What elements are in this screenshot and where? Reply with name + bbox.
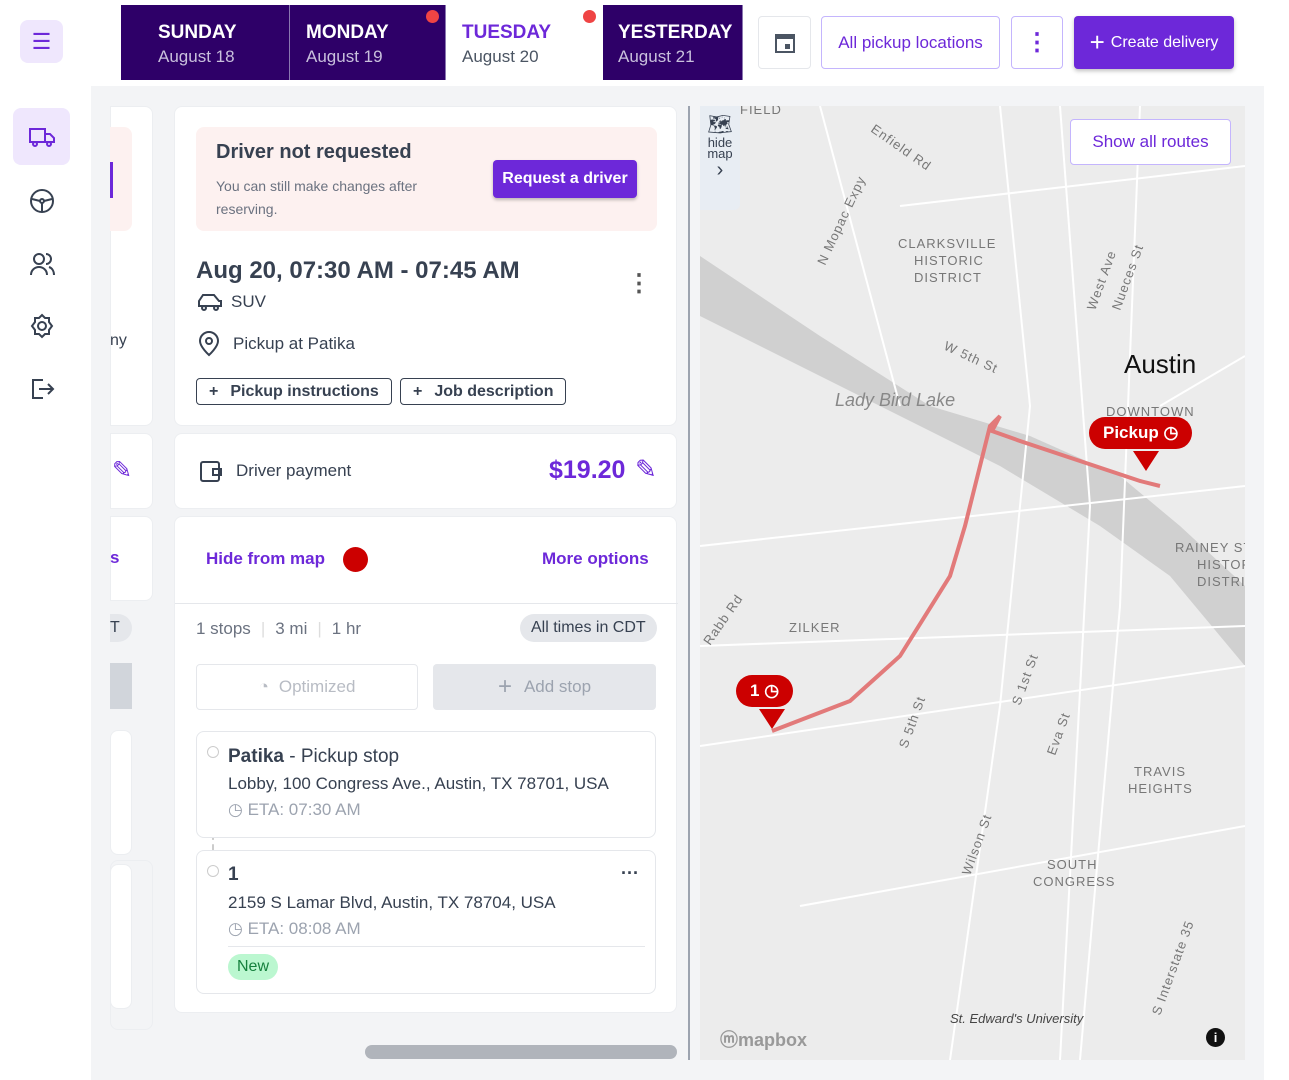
create-delivery-button[interactable]: + Create delivery [1074, 16, 1234, 69]
truck-icon [28, 127, 55, 147]
car-icon [198, 294, 222, 311]
info-icon[interactable]: i [1206, 1028, 1225, 1047]
plus-icon: + [1089, 27, 1105, 57]
gauge-icon: ◔ [258, 677, 269, 696]
job-description-button[interactable]: + Job description [400, 378, 567, 405]
map-label: DOWNTOWN [1106, 404, 1195, 419]
map[interactable]: FIELD Enfield Rd N Mopac Expy CLARKSVILLE HI… [700, 106, 1245, 1060]
nav-users[interactable] [13, 235, 70, 292]
plus-icon: + [209, 382, 219, 400]
logout-icon [31, 378, 54, 399]
clock-icon: ◷ [228, 919, 248, 938]
plus-icon: + [497, 673, 512, 700]
map-label: Lady Bird Lake [835, 390, 955, 410]
map-label: ZILKER [789, 620, 841, 635]
clock-icon: ◷ [228, 800, 248, 819]
map-label: Enfield Rd [868, 121, 934, 173]
map-label: RAINEY ST [1175, 540, 1245, 555]
more-menu-button[interactable]: ⋮ [1011, 16, 1063, 69]
nav-deliveries[interactable] [13, 108, 70, 165]
map-label: W 5th St [942, 338, 1001, 376]
edit-icon[interactable]: ✎ [112, 457, 133, 484]
stop-item[interactable]: 1 ··· 2159 S Lamar Blvd, Austin, TX 7870… [196, 850, 656, 994]
map-label: DISTRI [1197, 574, 1245, 589]
day-tab-tuesday[interactable]: TUESDAY August 20 [446, 5, 603, 80]
map-label: S 1st St [1009, 652, 1041, 707]
map-label: St. Edward's University [950, 1011, 1085, 1026]
gear-icon [30, 313, 53, 338]
hamburger-icon: ☰ [31, 28, 52, 54]
map-label: FIELD [740, 106, 782, 117]
edit-payment-icon[interactable]: ✎ [635, 454, 657, 484]
map-label: HEIGHTS [1128, 781, 1193, 796]
driver-alert: Driver not requested You can still make … [196, 127, 657, 231]
notification-dot [583, 10, 596, 23]
map-label: HISTOR [1197, 557, 1245, 572]
nav-settings[interactable] [13, 297, 70, 354]
wallet-icon [200, 461, 222, 482]
location-pin-icon [198, 331, 220, 357]
chevron-right-icon: › [716, 159, 724, 181]
add-stop-button[interactable]: + Add stop [433, 664, 656, 710]
nav-drivers[interactable] [13, 172, 70, 229]
pickup-locations-dropdown[interactable]: All pickup locations [821, 16, 1000, 69]
calendar-icon [774, 33, 795, 53]
map-label: HISTORIC [914, 253, 984, 268]
nav-logout[interactable] [13, 360, 70, 417]
map-icon: 🗺 [707, 114, 733, 136]
map-label: S Interstate 35 [1149, 918, 1197, 1017]
map-label: TRAVIS [1134, 764, 1186, 779]
stop-marker[interactable]: 1 ◷ [736, 675, 794, 707]
show-all-routes-button[interactable]: Show all routes [1070, 119, 1231, 165]
stop-menu-button[interactable]: ··· [621, 863, 639, 883]
day-tab-yesterday[interactable]: YESTERDAY August 21 [603, 5, 743, 80]
optimized-button[interactable]: ◔ Optimized [196, 664, 418, 710]
hide-map-button[interactable]: 🗺 hide map › [700, 106, 740, 210]
users-icon [29, 252, 55, 275]
job-card: Driver not requested You can still make … [174, 106, 677, 426]
map-label: SOUTH [1047, 857, 1098, 872]
job-menu-button[interactable]: ⋮ [627, 270, 651, 297]
mapbox-logo: ⓜmapbox [720, 1030, 808, 1050]
map-label: Rabb Rd [700, 591, 746, 647]
kebab-icon: ⋮ [1025, 29, 1049, 56]
day-tab-monday[interactable]: MONDAY August 19 [290, 5, 446, 80]
stop-item[interactable]: Patika - Pickup stop Lobby, 100 Congress… [196, 731, 656, 838]
status-badge: New [228, 954, 279, 980]
notification-dot [426, 10, 439, 23]
pickup-marker[interactable]: Pickup ◷ [1089, 417, 1193, 449]
map-label: S 5th St [896, 694, 929, 750]
request-driver-button[interactable]: Request a driver [493, 160, 637, 198]
horizontal-scrollbar[interactable] [365, 1045, 677, 1059]
route-card: Hide from map More options 1 stops | 3 mi |… [174, 516, 678, 1013]
map-label: CONGRESS [1033, 874, 1115, 889]
map-label: DISTRICT [914, 270, 982, 285]
map-label: Eva St [1044, 710, 1073, 757]
more-options-link[interactable]: More options [542, 549, 649, 568]
route-color-swatch[interactable] [343, 547, 368, 572]
steering-wheel-icon [29, 188, 54, 213]
calendar-button[interactable] [758, 16, 811, 69]
payment-card: Driver payment $19.20 ✎ [174, 433, 677, 509]
pickup-instructions-button[interactable]: + Pickup instructions [196, 378, 392, 405]
menu-button[interactable]: ☰ [20, 20, 63, 63]
day-tab-sunday[interactable]: SUNDAY August 18 [129, 5, 290, 80]
plus-icon: + [413, 382, 423, 400]
hide-from-map-link[interactable]: Hide from map [206, 549, 326, 568]
map-label: CLARKSVILLE [898, 236, 996, 251]
